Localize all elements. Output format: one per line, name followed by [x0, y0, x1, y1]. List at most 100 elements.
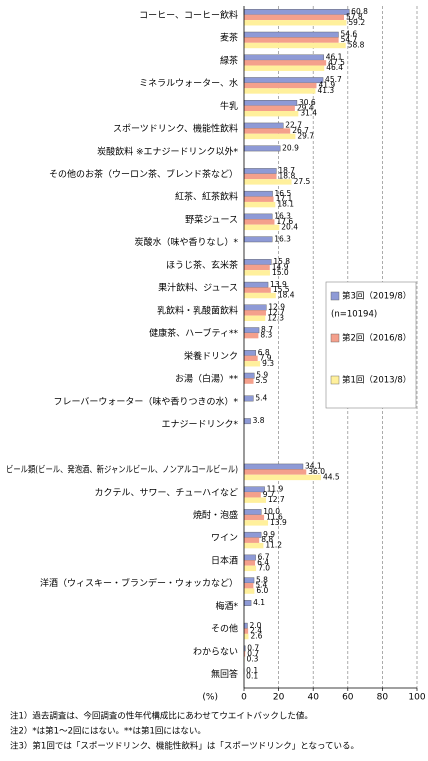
bar	[244, 224, 280, 231]
category-label: 炭酸水（味や香りなし）*	[134, 236, 238, 248]
value-label: 29.4	[297, 103, 314, 112]
bar	[244, 111, 299, 117]
x-tick-label: 100	[408, 693, 425, 703]
value-label: 10.0	[263, 507, 280, 516]
x-tick-label: 80	[377, 693, 389, 703]
bar	[244, 628, 249, 634]
category-label: 牛乳	[220, 100, 238, 112]
value-label: 15.5	[273, 285, 290, 294]
category-label: 無回答	[211, 668, 238, 680]
category-label: お湯（白湯）**	[175, 373, 239, 385]
bar	[244, 128, 291, 134]
value-label: 8.8	[261, 535, 273, 544]
value-label: 5.4	[255, 581, 267, 590]
bar	[244, 20, 347, 26]
bar	[243, 395, 254, 402]
bar	[244, 14, 344, 21]
value-label: 54.7	[341, 35, 358, 44]
legend-label: 第2回（2016/8）	[342, 333, 411, 344]
value-label: 16.5	[275, 189, 292, 198]
value-label: 9.7	[263, 490, 275, 499]
category-label: その他	[211, 623, 238, 635]
value-label: 44.5	[323, 472, 340, 481]
value-label: 12.7	[268, 308, 285, 317]
bar	[244, 133, 296, 140]
value-label: 7.9	[260, 353, 272, 362]
value-label: 2.0	[249, 621, 261, 630]
value-label: 18.7	[278, 166, 295, 175]
value-label: 12.7	[268, 495, 285, 504]
bar	[244, 42, 346, 49]
value-label: 18.1	[277, 200, 294, 209]
bar	[244, 651, 246, 657]
category-label: スポーツドリンク、機能性飲料	[113, 123, 238, 135]
note: 注1）過去調査は、今回調査の性年代構成比にあわせてウエイトバックした値。	[10, 711, 313, 722]
category-label: 健康茶、ハーブティ**	[149, 327, 238, 339]
value-label: 18.8	[279, 172, 296, 181]
legend-label: 第1回（2013/8）	[342, 375, 411, 386]
bar	[244, 196, 274, 202]
bar	[243, 531, 262, 538]
legend-label: 第3回（2019/8）	[342, 291, 411, 302]
bar	[243, 281, 269, 288]
value-label: 46.4	[326, 63, 343, 72]
legend-note: (n=10194)	[331, 310, 377, 320]
value-label: 41.3	[317, 86, 334, 95]
category-label: ビール類(ビール、発泡酒、新ジャンルビール、ノンアルコールビール)	[6, 464, 238, 476]
bar	[243, 577, 255, 584]
note: 注2）*は第1〜2回にはない。**は第1回にはない。	[10, 726, 206, 737]
x-tick-label: 40	[307, 693, 319, 703]
bar	[244, 469, 307, 475]
bar	[244, 179, 292, 185]
value-label: 13.9	[270, 518, 287, 527]
bar	[243, 213, 273, 220]
x-tick-label: 0	[241, 693, 247, 703]
bar	[243, 168, 277, 174]
bar	[243, 122, 284, 129]
value-label: 11.6	[266, 513, 283, 522]
bar	[243, 77, 324, 84]
bar	[244, 292, 276, 299]
value-label: 2.4	[250, 626, 262, 635]
bar	[244, 105, 295, 111]
value-label: 12.9	[268, 303, 285, 312]
value-label: 0.7	[247, 644, 259, 653]
value-label: 6.0	[256, 586, 268, 595]
bar	[244, 492, 261, 498]
category-label: コーヒー、コーヒー飲料	[139, 9, 238, 21]
bar	[244, 219, 275, 225]
bar	[244, 560, 256, 566]
value-label: 41.9	[318, 81, 335, 90]
bar	[244, 378, 254, 384]
bar	[244, 583, 254, 589]
category-label: 果汁飲料、ジュース	[158, 282, 238, 294]
bar	[243, 327, 260, 334]
value-label: 60.8	[351, 7, 368, 16]
value-label: 5.9	[256, 371, 268, 380]
x-tick-label: 60	[342, 693, 354, 703]
bar	[244, 361, 261, 367]
bar	[244, 474, 321, 481]
value-label: 46.1	[326, 52, 343, 61]
bar	[244, 588, 255, 594]
bar	[243, 600, 252, 606]
bar	[243, 350, 256, 356]
value-label: 30.6	[299, 98, 316, 107]
value-label: 6.8	[258, 348, 270, 357]
value-label: 54.6	[340, 30, 357, 39]
bar	[244, 497, 266, 503]
value-label: 5.4	[255, 393, 267, 402]
category-label: ミネラルウォーター、水	[139, 77, 238, 89]
value-label: 5.5	[256, 376, 268, 385]
category-label: カクテル、サワー、チューハイなど	[94, 487, 238, 498]
value-label: 31.4	[300, 109, 317, 118]
bar	[244, 537, 260, 543]
value-label: 17.1	[276, 194, 293, 203]
bar	[244, 264, 270, 271]
value-label: 3.8	[253, 416, 265, 425]
category-label: 梅酒*	[215, 600, 238, 612]
bar	[244, 565, 257, 572]
bar	[243, 31, 339, 38]
value-label: 7.0	[258, 563, 270, 572]
